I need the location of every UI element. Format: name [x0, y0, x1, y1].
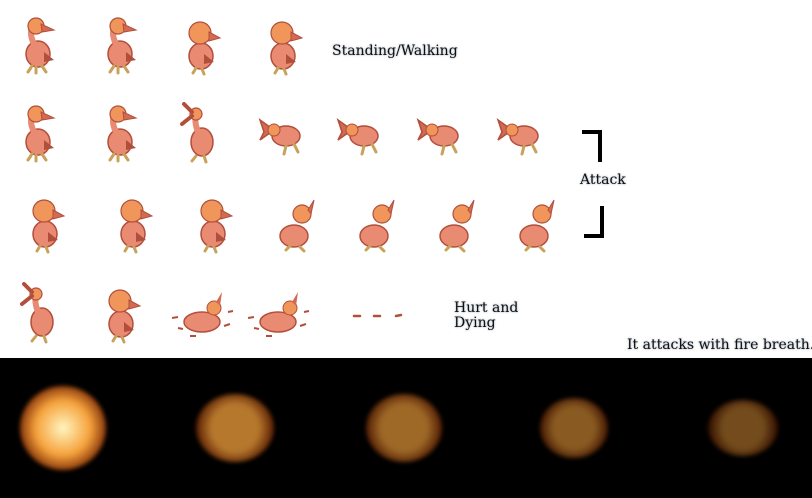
fire-breath-frame	[196, 394, 274, 462]
attack-bracket-bottom	[584, 206, 604, 238]
attack-bracket-top	[582, 130, 602, 162]
sprite-frame	[334, 102, 384, 164]
sprite-frame	[430, 192, 480, 254]
sprite-frame	[168, 282, 236, 344]
sprite-frame	[188, 192, 238, 254]
sprite-frame	[510, 192, 560, 254]
label-standing-walking: Standing/Walking	[332, 43, 458, 59]
sprite-frame	[176, 14, 226, 76]
sprite-frame	[258, 14, 308, 76]
sprite-frame	[14, 102, 64, 164]
sprite-frame	[350, 192, 400, 254]
sprite-frame	[244, 282, 312, 344]
sprite-frame	[348, 282, 408, 344]
fire-breath-note: It attacks with fire breath.	[627, 337, 812, 353]
fire-breath-strip	[0, 358, 812, 498]
fire-breath-frame	[366, 394, 442, 462]
sprite-frame	[108, 192, 158, 254]
sprite-frame	[176, 102, 226, 164]
label-attack: Attack	[580, 172, 626, 188]
sprite-sheet: Standing/Walking	[14, 14, 812, 353]
sprite-frame	[96, 282, 146, 344]
sprite-frame	[256, 102, 306, 164]
sprite-frame	[16, 282, 66, 344]
sprite-frame	[414, 102, 464, 164]
fire-breath-frame	[540, 398, 608, 458]
sprite-frame	[270, 192, 320, 254]
fire-breath-frame	[708, 400, 778, 456]
sprite-frame	[14, 14, 64, 76]
fire-breath-frame	[20, 386, 106, 470]
sprite-frame	[96, 14, 146, 76]
label-hurt-and-dying-line2: Dying	[454, 315, 496, 331]
sprite-frame	[96, 102, 146, 164]
label-hurt-and-dying-line1: Hurt and	[454, 300, 519, 316]
sprite-frame	[494, 102, 544, 164]
sprite-frame	[20, 192, 70, 254]
